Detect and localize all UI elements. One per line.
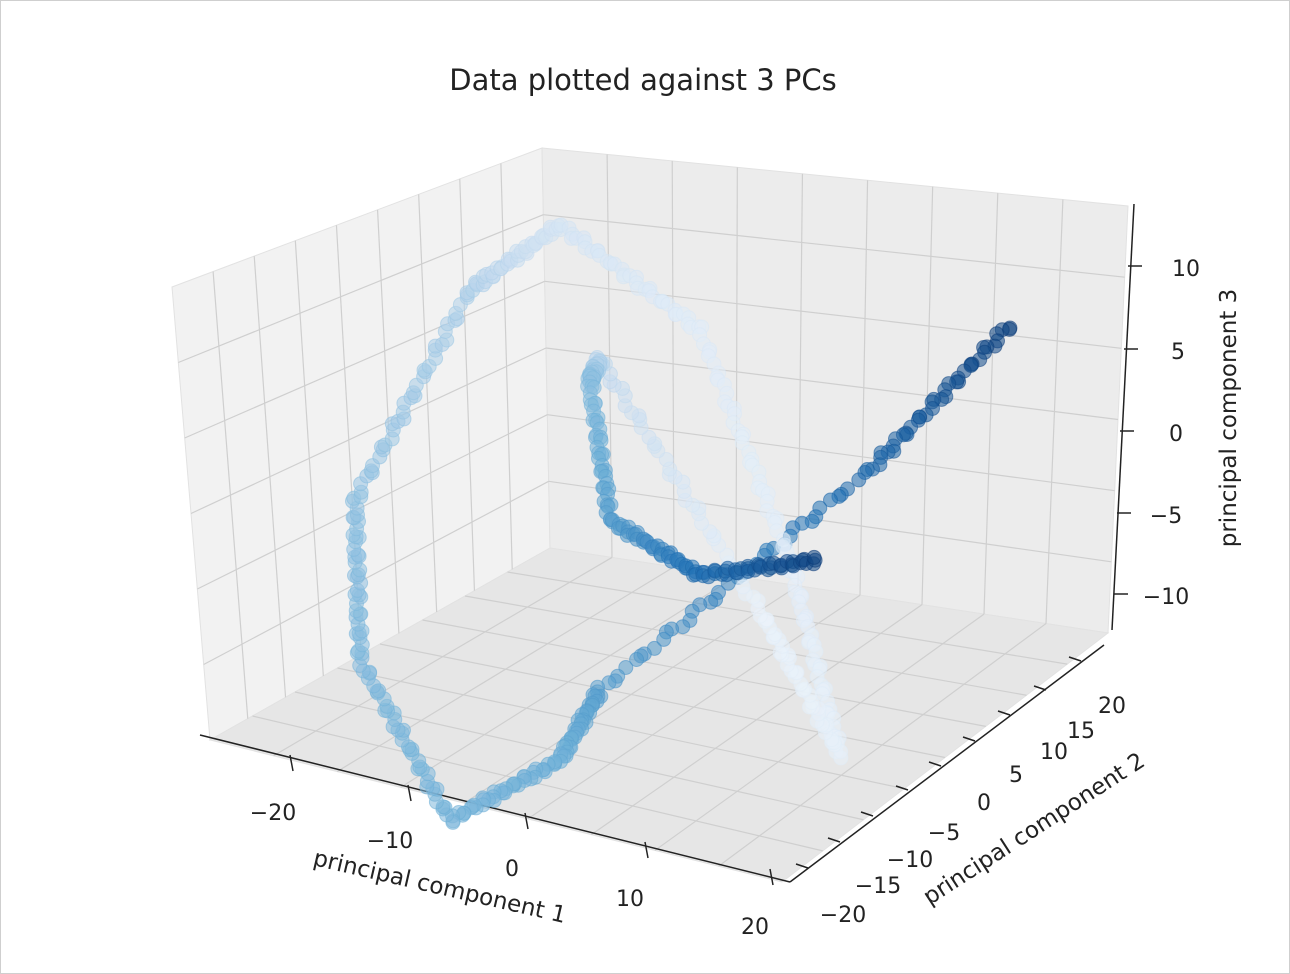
x-tick-mark (769, 868, 774, 886)
chart-title: Data plotted against 3 PCs (449, 63, 836, 97)
grid-line (545, 347, 1119, 421)
grid-line (507, 571, 1068, 665)
y-tick-mark (962, 736, 976, 742)
x-tick-label: 10 (616, 887, 644, 912)
z-tick-label: 0 (1169, 422, 1183, 447)
grid-line (543, 214, 1125, 278)
grid-line (464, 595, 1027, 696)
y-tick-mark (1068, 656, 1082, 662)
z-axis-line (1111, 203, 1135, 631)
scatter-point (806, 549, 822, 565)
x-tick-label: 20 (741, 915, 769, 940)
x-tick-mark (644, 841, 649, 859)
grid-line (422, 619, 986, 727)
scatter-point (629, 652, 645, 667)
grid-line (178, 214, 544, 364)
y-tick-mark (1033, 685, 1047, 691)
x-tick-label: 0 (505, 857, 519, 882)
y-tick-mark (795, 863, 809, 869)
x-tick-mark (289, 754, 294, 772)
z-axis-label: principal component 3 (1216, 289, 1242, 548)
z-tick-label: 5 (1171, 340, 1185, 365)
y-tick-mark (997, 710, 1011, 716)
scatter-point (823, 492, 838, 508)
x-axis-line (199, 734, 791, 883)
grid-line (190, 347, 547, 515)
z-tick-label: 10 (1172, 257, 1200, 282)
grid-line (203, 480, 549, 666)
z-tick-label: −5 (1150, 504, 1182, 529)
y-tick-mark (928, 761, 942, 767)
y-tick-label: −15 (855, 874, 901, 899)
scatter-point (641, 429, 657, 445)
grid-line (337, 667, 905, 790)
y-tick-label: 5 (1009, 763, 1023, 788)
y-axis-line (789, 644, 1105, 883)
y-tick-label: 10 (1040, 740, 1068, 765)
x-tick-mark (407, 784, 412, 802)
y-tick-label: −5 (928, 821, 960, 846)
grid-line (197, 414, 548, 590)
axis-lines (199, 203, 1135, 883)
y-tick-label: −10 (887, 848, 933, 873)
scatter-point (656, 631, 672, 647)
y-tick-mark (895, 785, 909, 791)
x-tick-label: −20 (250, 801, 296, 826)
y-tick-mark (827, 837, 841, 843)
y-tick-label: 0 (977, 791, 991, 816)
z-tick-label: −10 (1143, 585, 1189, 610)
x-tick-label: −10 (367, 829, 413, 854)
y-tick-label: 15 (1067, 719, 1095, 744)
y-tick-label: 20 (1098, 694, 1126, 719)
x-tick-mark (524, 812, 529, 830)
scatter-points (345, 217, 1018, 830)
grid-line (379, 643, 946, 759)
grid-line (184, 280, 545, 439)
y-tick-mark (860, 811, 874, 817)
x-axis-label: principal component 1 (311, 845, 569, 928)
y-tick-label: −20 (820, 903, 866, 928)
scatter-point (851, 472, 867, 488)
grid-line (548, 480, 1112, 563)
